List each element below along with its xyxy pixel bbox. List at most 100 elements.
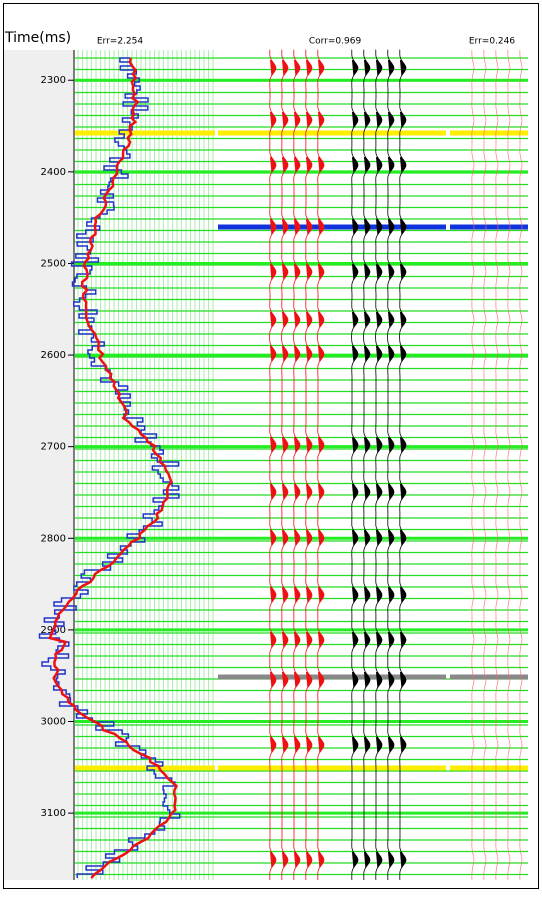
trace-lobe [376,484,382,500]
trace-lobe [270,157,276,173]
trace-lobe [306,484,312,500]
trace-lobe [294,672,300,688]
trace-lobe [400,737,406,753]
trace-lobe [282,112,288,128]
trace [375,49,383,881]
trace-lobe [318,530,324,546]
trace-lobe [294,737,300,753]
trace-lobe [352,312,358,328]
y-tick-label: 2600 [41,350,66,361]
trace-lobe [282,852,288,868]
trace-lobe [352,346,358,362]
trace-lobe [376,587,382,603]
trace-lobe [318,60,324,76]
y-tick-label: 2400 [41,167,66,178]
trace-lobe [388,852,394,868]
trace-lobe [400,587,406,603]
trace-lobe [306,112,312,128]
trace-lobe [388,112,394,128]
trace-lobe [282,312,288,328]
trace-lobe [282,484,288,500]
trace-lobe [270,437,276,453]
trace-lobe [318,219,324,235]
trace-lobe [400,112,406,128]
trace-lobe [306,672,312,688]
trace-lobe [294,437,300,453]
trace-lobe [352,219,358,235]
trace-lobe [352,437,358,453]
trace-lobe [364,346,370,362]
trace-lobe [352,157,358,173]
trace-lobe [306,437,312,453]
trace-lobe [318,484,324,500]
trace-lobe [352,632,358,648]
trace-lobe [294,312,300,328]
trace-lobe [318,852,324,868]
trace-lobe [376,219,382,235]
trace [399,49,407,881]
trace-lobe [388,632,394,648]
trace [363,49,371,881]
trace-lobe [294,530,300,546]
trace-lobe [376,852,382,868]
trace-lobe [294,157,300,173]
trace-lobe [306,737,312,753]
trace-lobe [400,437,406,453]
trace-lobe [364,530,370,546]
trace-lobe [270,219,276,235]
trace-lobe [352,484,358,500]
trace-lobe [352,530,358,546]
trace-lobe [294,346,300,362]
trace-lobe [318,346,324,362]
trace-lobe [306,157,312,173]
trace-lobe [364,737,370,753]
trace-lobe [376,530,382,546]
trace-lobe [388,437,394,453]
trace-lobe [352,587,358,603]
trace-lobe [282,346,288,362]
trace-lobe [270,346,276,362]
trace-lobe [364,484,370,500]
trace-lobe [364,672,370,688]
trace [305,49,313,881]
trace [317,49,325,881]
trace-lobe [282,157,288,173]
trace-lobe [282,530,288,546]
trace-lobe [294,852,300,868]
trace-lobe [318,587,324,603]
trace-lobe [400,312,406,328]
trace-lobe [294,60,300,76]
trace-lobe [306,264,312,280]
trace-lobe [270,530,276,546]
trace-lobe [270,312,276,328]
trace-lobe [294,219,300,235]
trace-lobe [318,112,324,128]
y-tick-label: 2300 [41,75,66,86]
trace-lobe [364,157,370,173]
trace-lobe [318,737,324,753]
trace-lobe [352,60,358,76]
trace-lobe [282,672,288,688]
trace [293,49,301,881]
trace-lobe [388,484,394,500]
y-tick-label: 2500 [41,258,66,269]
trace-lobe [270,587,276,603]
trace [471,49,475,881]
trace-lobe [376,346,382,362]
trace-lobe [388,60,394,76]
trace-lobe [352,112,358,128]
trace-lobe [270,264,276,280]
trace [519,49,523,881]
trace-lobe [282,219,288,235]
trace-lobe [294,632,300,648]
trace-lobe [388,587,394,603]
trace-lobe [282,264,288,280]
trace-lobe [400,484,406,500]
trace-lobe [376,632,382,648]
trace-lobe [364,852,370,868]
trace-lobe [270,737,276,753]
trace-lobe [270,852,276,868]
trace-lobe [352,737,358,753]
y-tick-label: 2700 [41,442,66,453]
